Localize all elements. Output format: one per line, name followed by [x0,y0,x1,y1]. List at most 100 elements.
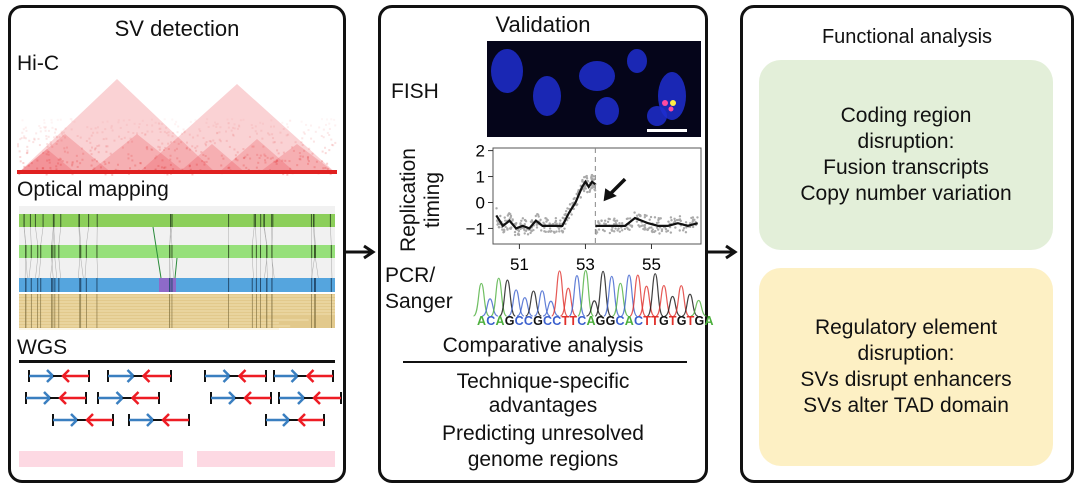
hic-contact [56,139,59,142]
base: T [651,314,659,328]
om-alignment [271,226,274,246]
hic-contact [144,133,147,136]
data-point [592,175,596,178]
hic-contact [76,160,79,163]
hic-domain [137,84,337,174]
hic-contact [320,135,323,138]
comparative-line: Technique-specific [456,370,630,393]
smoothed-line [495,179,597,230]
hic-contact [129,137,132,140]
optical-mapping-label: Optical mapping [17,178,169,201]
hic-contact [176,131,179,134]
base: A [477,314,487,328]
om-alignment [58,226,62,246]
data-point [630,224,634,228]
hic-contact [233,148,236,151]
hic-contact [55,165,58,168]
hic-contact [236,151,239,154]
data-point [571,201,574,205]
box-line: disruption: [857,342,955,365]
hic-contact [328,127,331,130]
data-point [520,219,523,222]
hic-contact [41,167,44,170]
trace-peak [586,300,603,317]
hic-contact [44,129,47,132]
hic-contact [85,140,88,143]
comparative-divider [403,361,687,363]
data-point [613,217,616,220]
fish-label: FISH [391,80,439,103]
data-point [496,223,499,226]
data-point [603,219,607,222]
hic-contact [246,153,249,156]
hic-contact [298,157,301,160]
om-alignment [263,226,267,246]
hic-contact [250,124,253,127]
data-point [576,203,579,206]
hic-contact [96,160,99,163]
data-point [604,222,607,226]
data-point [681,229,685,232]
data-point [534,214,538,218]
coverage-bar [197,451,335,467]
hic-contact [289,119,292,122]
hic-contact [247,168,250,171]
hic-contact [94,127,97,130]
hic-contact [93,158,96,161]
hic-contact [255,132,258,135]
om-alignment [84,257,87,279]
data-point [623,227,627,231]
om-alignment [171,257,174,279]
hic-contact [206,118,208,120]
om-alignment [58,257,61,279]
y-tick-label: 2 [476,142,485,161]
data-point [513,230,517,234]
hic-contact [256,153,259,156]
hic-contact [205,141,208,144]
hic-contact [79,136,82,139]
hic-contact [133,122,136,125]
hic-contact [242,148,245,151]
om-alignment [79,226,82,246]
hic-contact [113,139,116,142]
hic-contact [282,151,285,154]
hic-contact [110,126,113,129]
data-point [499,214,502,218]
hic-contact [236,127,239,130]
data-point [595,231,599,234]
hic-contact [237,124,240,127]
base: A [586,314,596,328]
data-point [536,213,540,216]
reverse-arrow-icon [305,369,315,383]
hic-contact [138,126,141,129]
comparative-line: Predicting unresolved [442,422,644,445]
reverse-arrow-icon [130,391,140,405]
regulatory-element-box: Regulatory element disruption: SVs disru… [759,268,1053,466]
hic-contact [53,131,56,134]
data-point [635,214,639,217]
data-point [503,216,506,219]
data-point [597,228,601,231]
hic-contact [169,158,172,161]
fish-signal-red [662,100,668,106]
hic-contact [44,127,47,130]
hic-contact [204,142,207,145]
hic-contact [302,131,305,134]
hic-contact [305,123,308,126]
hic-contact [311,152,314,155]
hic-domain [177,144,247,174]
hic-contact [262,122,265,125]
data-point [608,231,612,235]
hic-contact [45,135,48,138]
hic-contact [272,141,275,144]
trace-peak [577,269,595,317]
reverse-arrow-icon [297,413,306,427]
hic-contact [196,145,199,148]
chromosome [658,72,686,120]
hic-contact [289,167,292,170]
hic-contact [18,150,21,153]
data-point [606,220,610,224]
hic-contact [273,160,276,163]
hic-contact [118,135,121,138]
hic-contact [172,168,175,171]
